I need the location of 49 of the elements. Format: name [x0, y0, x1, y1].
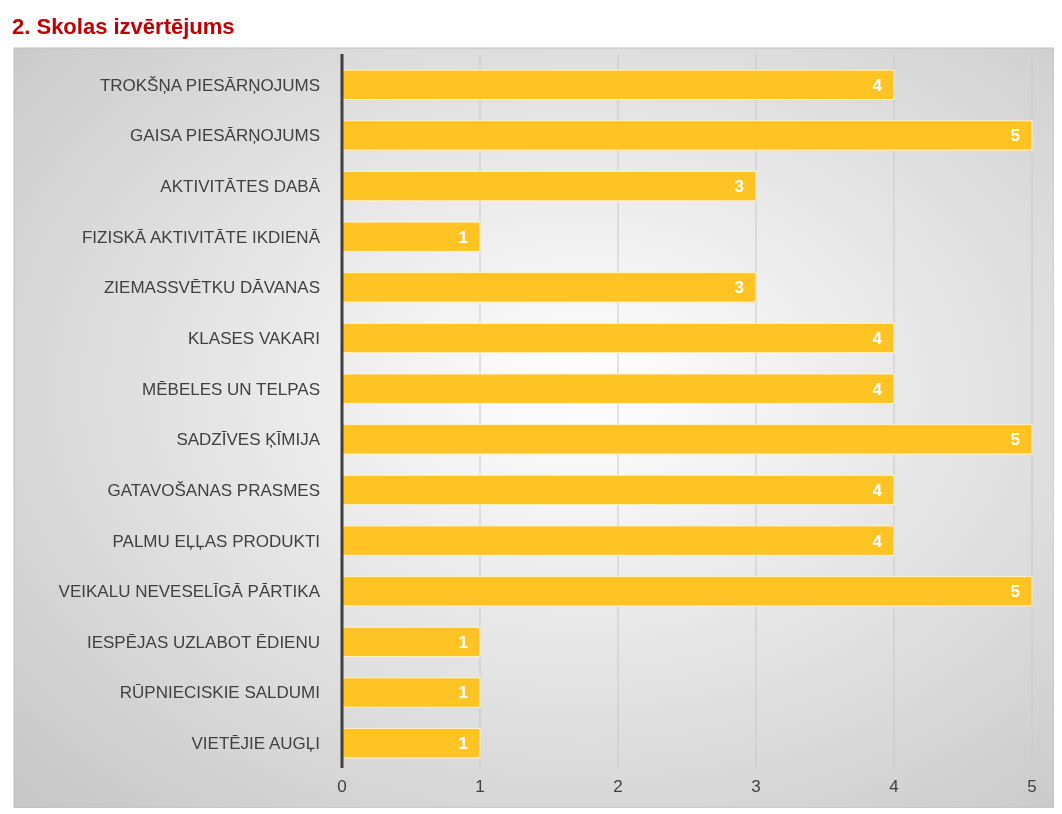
y-tick-label: GATAVOŠANAS PRASMES	[107, 480, 320, 500]
bar	[341, 322, 895, 354]
y-tick-label: GAISA PIESĀRŅOJUMS	[130, 126, 320, 146]
bar	[341, 728, 481, 759]
y-tick-label: SADZĪVES ĶĪMIJA	[176, 430, 321, 450]
bar	[341, 170, 757, 202]
bar	[341, 474, 895, 506]
x-tick-label: 2	[613, 777, 623, 796]
data-label: 5	[1010, 126, 1020, 146]
data-label: 4	[872, 75, 883, 95]
data-label: 1	[458, 227, 468, 247]
bar	[341, 576, 1033, 607]
data-label: 1	[458, 683, 468, 703]
bar	[341, 69, 895, 100]
x-tick-label: 1	[475, 777, 485, 796]
bar	[341, 525, 895, 556]
y-tick-label: IESPĒJAS UZLABOT ĒDIENU	[86, 632, 320, 652]
data-label: 1	[458, 632, 468, 652]
x-tick-label: 4	[889, 777, 899, 796]
y-tick-label: VIETĒJIE AUGĻI	[191, 734, 320, 754]
bar	[341, 221, 481, 252]
bar	[341, 272, 757, 303]
data-label: 3	[734, 278, 744, 298]
y-tick-label: RŪPNIECISKIE SALDUMI	[119, 683, 320, 703]
bar	[341, 373, 895, 404]
y-tick-label: MĒBELES UN TELPAS	[142, 379, 320, 399]
x-tick-label: 5	[1027, 777, 1037, 796]
x-tick-label: 3	[751, 777, 761, 796]
y-tick-label: ZIEMASSVĒTKU DĀVANAS	[103, 278, 320, 298]
data-label: 4	[872, 480, 883, 500]
y-tick-label: PALMU EĻĻAS PRODUKTI	[112, 531, 320, 551]
x-tick-label: 0	[337, 777, 347, 796]
y-tick-label: AKTIVITĀTES DABĀ	[160, 177, 321, 197]
y-tick-label: KLASES VAKARI	[188, 328, 320, 348]
bar	[341, 677, 481, 708]
bar	[341, 424, 1033, 455]
data-label: 4	[872, 531, 883, 551]
data-label: 5	[1010, 582, 1020, 602]
data-label: 3	[734, 177, 744, 197]
y-tick-label: FIZISKĀ AKTIVITĀTE IKDIENĀ	[81, 227, 321, 247]
bar	[341, 120, 1033, 151]
y-tick-label: VEIKALU NEVESELĪGĀ PĀRTIKA	[58, 582, 321, 602]
y-tick-label: TROKŠŅA PIESĀRŅOJUMS	[99, 75, 320, 95]
data-label: 4	[872, 379, 883, 399]
data-label: 5	[1010, 430, 1020, 450]
bar	[341, 626, 481, 658]
data-label: 1	[458, 734, 468, 754]
data-label: 4	[872, 328, 883, 348]
text: 2. Skolas izvērtējums	[12, 14, 235, 39]
